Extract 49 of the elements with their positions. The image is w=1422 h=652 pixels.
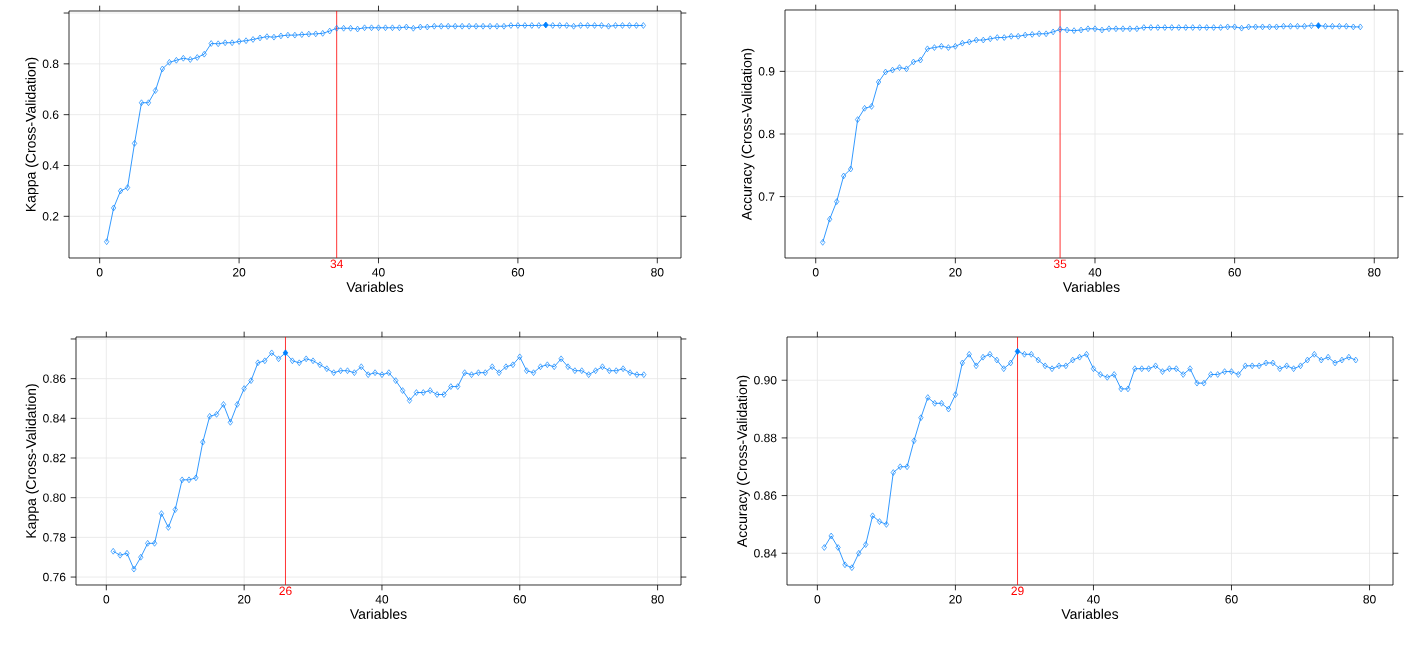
x-tick-label: 60: [1228, 268, 1241, 277]
y-tick-label: 0.8: [758, 129, 775, 139]
x-tick-label: 0: [814, 595, 821, 604]
x-tick-label: 80: [1368, 268, 1381, 277]
x-tick-label: 20: [949, 268, 962, 277]
x-tick-label: 20: [233, 268, 246, 277]
x-tick-label: 0: [96, 268, 103, 277]
x-tick-label: 0: [103, 595, 110, 604]
y-tick-label: 0.8: [42, 59, 59, 69]
y-tick-label: 0.76: [43, 572, 66, 582]
y-tick-label: 0.84: [754, 549, 777, 558]
x-tick-label: 40: [1087, 595, 1100, 604]
y-axis-title: Accuracy (Cross-Validation): [741, 48, 755, 221]
y-tick-label: 0.88: [754, 433, 777, 443]
y-tick-label: 0.4: [42, 161, 59, 170]
y-axis-title: Accuracy (Cross-Validation): [736, 375, 750, 548]
y-axis-title: Kappa (Cross-Validation): [25, 57, 39, 212]
y-tick-label: 0.86: [754, 491, 777, 500]
y-tick-label: 0.78: [43, 533, 66, 542]
x-tick-label: 40: [375, 595, 389, 604]
y-tick-label: 0.2: [42, 212, 59, 221]
x-tick-label: 0: [812, 268, 819, 277]
x-axis-title: Variables: [346, 281, 404, 292]
y-tick-label: 0.6: [42, 110, 59, 119]
y-tick-label: 0.9: [758, 67, 775, 76]
x-tick-label: 20: [238, 595, 251, 604]
y-tick-label: 0.80: [43, 493, 66, 502]
ref-line-label: 35: [1053, 259, 1067, 269]
ref-line-label: 34: [330, 259, 343, 269]
x-tick-label: 40: [372, 268, 385, 277]
x-tick-label: 60: [513, 595, 526, 604]
y-tick-label: 0.90: [754, 375, 777, 385]
y-tick-label: 0.86: [43, 374, 66, 383]
x-tick-label: 80: [1363, 595, 1376, 604]
ref-line-label: 29: [1011, 586, 1024, 596]
x-axis-title: Variables: [349, 608, 407, 619]
x-axis-title: Variables: [1062, 281, 1120, 292]
y-tick-label: 0.82: [43, 453, 66, 463]
x-tick-label: 40: [1088, 268, 1102, 277]
x-axis-title: Variables: [1061, 608, 1119, 619]
x-tick-label: 60: [1225, 595, 1238, 604]
y-tick-label: 0.84: [43, 414, 66, 423]
x-tick-label: 80: [651, 595, 664, 604]
x-tick-label: 80: [651, 268, 664, 277]
x-tick-label: 20: [949, 595, 962, 604]
ref-line-label: 26: [279, 586, 292, 596]
y-axis-title: Kappa (Cross-Validation): [25, 384, 39, 538]
x-tick-label: 60: [511, 268, 525, 277]
y-tick-label: 0.7: [758, 192, 775, 201]
